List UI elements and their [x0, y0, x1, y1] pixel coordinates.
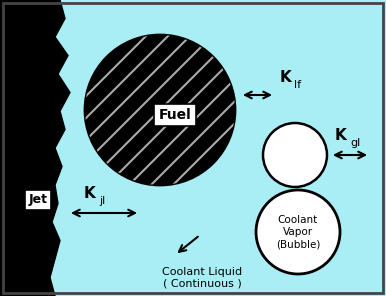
Text: Jet: Jet [29, 194, 47, 207]
Text: K: K [84, 186, 96, 200]
Text: lf: lf [294, 80, 301, 90]
Text: gl: gl [350, 138, 360, 148]
Text: jl: jl [99, 196, 105, 206]
Circle shape [256, 190, 340, 274]
Text: K: K [335, 128, 347, 142]
Circle shape [263, 123, 327, 187]
Polygon shape [0, 0, 70, 296]
Circle shape [85, 35, 235, 185]
Text: Fuel: Fuel [159, 108, 191, 122]
Text: Coolant
Vapor
(Bubble): Coolant Vapor (Bubble) [276, 215, 320, 250]
Text: Coolant Liquid
( Continuous ): Coolant Liquid ( Continuous ) [162, 267, 242, 289]
Text: K: K [280, 70, 292, 84]
